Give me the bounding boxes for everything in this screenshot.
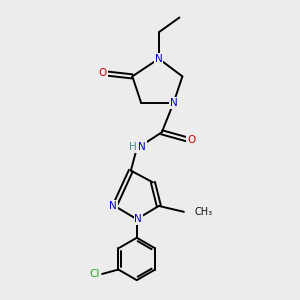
Text: O: O bbox=[187, 135, 195, 145]
Text: N: N bbox=[155, 54, 163, 64]
Text: N: N bbox=[134, 214, 142, 224]
Text: N: N bbox=[109, 201, 117, 211]
Text: CH₃: CH₃ bbox=[194, 207, 212, 217]
Text: N: N bbox=[170, 98, 177, 108]
Text: Cl: Cl bbox=[90, 269, 100, 279]
Text: N: N bbox=[138, 142, 146, 152]
Text: H: H bbox=[129, 142, 137, 152]
Text: O: O bbox=[99, 68, 107, 78]
